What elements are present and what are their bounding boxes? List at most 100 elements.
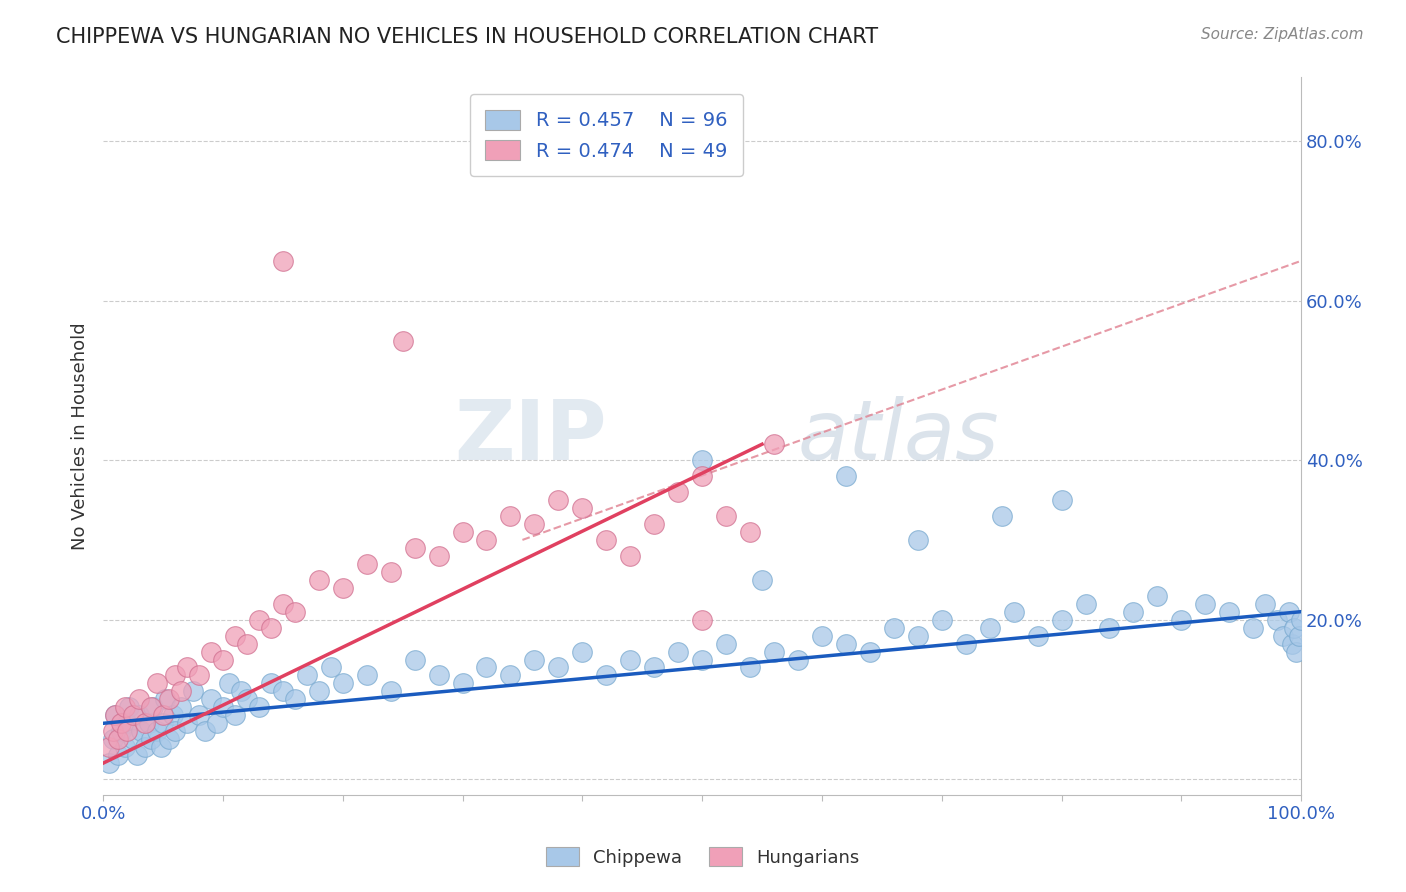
Point bbox=[157, 732, 180, 747]
Point bbox=[835, 469, 858, 483]
Point bbox=[200, 644, 222, 658]
Point bbox=[308, 573, 330, 587]
Point bbox=[1218, 605, 1240, 619]
Point bbox=[98, 756, 121, 771]
Point bbox=[212, 700, 235, 714]
Point bbox=[218, 676, 240, 690]
Point bbox=[380, 565, 402, 579]
Point bbox=[738, 524, 761, 539]
Point bbox=[308, 684, 330, 698]
Point bbox=[979, 621, 1001, 635]
Point bbox=[859, 644, 882, 658]
Point bbox=[1050, 493, 1073, 508]
Point bbox=[115, 716, 138, 731]
Point bbox=[451, 524, 474, 539]
Point bbox=[990, 508, 1012, 523]
Point bbox=[115, 724, 138, 739]
Point bbox=[332, 581, 354, 595]
Point bbox=[139, 700, 162, 714]
Point bbox=[152, 716, 174, 731]
Point bbox=[356, 557, 378, 571]
Point bbox=[205, 716, 228, 731]
Point bbox=[152, 708, 174, 723]
Point bbox=[118, 700, 141, 714]
Point bbox=[835, 636, 858, 650]
Point bbox=[224, 629, 246, 643]
Point bbox=[1272, 629, 1295, 643]
Point bbox=[571, 501, 593, 516]
Point bbox=[319, 660, 342, 674]
Point bbox=[128, 708, 150, 723]
Point bbox=[811, 629, 834, 643]
Legend: R = 0.457    N = 96, R = 0.474    N = 49: R = 0.457 N = 96, R = 0.474 N = 49 bbox=[470, 95, 742, 177]
Point bbox=[122, 708, 145, 723]
Text: ZIP: ZIP bbox=[454, 396, 606, 476]
Point bbox=[451, 676, 474, 690]
Text: atlas: atlas bbox=[799, 396, 1000, 476]
Point bbox=[134, 716, 156, 731]
Point bbox=[1146, 589, 1168, 603]
Point bbox=[128, 692, 150, 706]
Point bbox=[110, 716, 132, 731]
Point bbox=[547, 493, 569, 508]
Point bbox=[146, 724, 169, 739]
Point bbox=[690, 613, 713, 627]
Point bbox=[260, 621, 283, 635]
Point bbox=[134, 740, 156, 755]
Point bbox=[1194, 597, 1216, 611]
Point bbox=[475, 533, 498, 547]
Point bbox=[499, 508, 522, 523]
Text: CHIPPEWA VS HUNGARIAN NO VEHICLES IN HOUSEHOLD CORRELATION CHART: CHIPPEWA VS HUNGARIAN NO VEHICLES IN HOU… bbox=[56, 27, 879, 46]
Point bbox=[763, 437, 786, 451]
Point bbox=[643, 516, 665, 531]
Point bbox=[751, 573, 773, 587]
Point bbox=[146, 676, 169, 690]
Point bbox=[404, 652, 426, 666]
Point bbox=[690, 469, 713, 483]
Point bbox=[619, 549, 641, 563]
Point bbox=[181, 684, 204, 698]
Point bbox=[1281, 636, 1303, 650]
Point bbox=[247, 700, 270, 714]
Point bbox=[547, 660, 569, 674]
Point bbox=[295, 668, 318, 682]
Point bbox=[666, 485, 689, 500]
Point bbox=[98, 740, 121, 755]
Point bbox=[356, 668, 378, 682]
Point bbox=[104, 708, 127, 723]
Point bbox=[149, 740, 172, 755]
Point bbox=[332, 676, 354, 690]
Point bbox=[224, 708, 246, 723]
Point bbox=[475, 660, 498, 674]
Point bbox=[188, 668, 211, 682]
Point bbox=[1122, 605, 1144, 619]
Point bbox=[236, 636, 259, 650]
Point bbox=[271, 253, 294, 268]
Point bbox=[247, 613, 270, 627]
Point bbox=[155, 692, 177, 706]
Point bbox=[170, 700, 193, 714]
Point bbox=[194, 724, 217, 739]
Point bbox=[107, 732, 129, 747]
Point bbox=[107, 748, 129, 763]
Point bbox=[1098, 621, 1121, 635]
Point bbox=[1288, 629, 1310, 643]
Point bbox=[1289, 613, 1312, 627]
Point bbox=[110, 724, 132, 739]
Point bbox=[1050, 613, 1073, 627]
Point bbox=[1285, 644, 1308, 658]
Point bbox=[200, 692, 222, 706]
Point bbox=[690, 652, 713, 666]
Point bbox=[714, 508, 737, 523]
Point bbox=[1026, 629, 1049, 643]
Point bbox=[523, 516, 546, 531]
Point bbox=[907, 629, 929, 643]
Point bbox=[236, 692, 259, 706]
Point bbox=[1254, 597, 1277, 611]
Point bbox=[1002, 605, 1025, 619]
Point bbox=[499, 668, 522, 682]
Text: Source: ZipAtlas.com: Source: ZipAtlas.com bbox=[1201, 27, 1364, 42]
Point bbox=[931, 613, 953, 627]
Point bbox=[523, 652, 546, 666]
Point bbox=[284, 692, 307, 706]
